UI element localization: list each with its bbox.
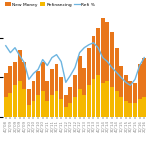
Bar — [87, 85, 91, 117]
Refi % — [37, 69, 39, 70]
Bar — [4, 97, 8, 117]
Bar — [138, 99, 142, 117]
Bar — [124, 75, 128, 101]
Bar — [124, 101, 128, 117]
Refi % — [106, 61, 108, 62]
Bar — [87, 48, 91, 85]
Refi % — [65, 81, 67, 83]
Bar — [92, 36, 95, 79]
Bar — [115, 48, 119, 91]
Bar — [105, 81, 109, 117]
Refi % — [79, 52, 81, 54]
Bar — [110, 32, 114, 87]
Bar — [59, 77, 63, 99]
Refi % — [14, 47, 16, 49]
Refi % — [125, 81, 127, 83]
Refi % — [93, 42, 94, 44]
Bar — [13, 61, 17, 85]
Bar — [55, 91, 59, 117]
Legend: New Money, Refinancing, Refi %: New Money, Refinancing, Refi % — [5, 2, 95, 6]
Bar — [119, 97, 123, 117]
Bar — [41, 91, 45, 117]
Refi % — [51, 57, 53, 59]
Bar — [18, 50, 22, 81]
Bar — [32, 101, 35, 117]
Bar — [41, 61, 45, 91]
Bar — [55, 64, 59, 91]
Bar — [78, 56, 82, 89]
Refi % — [116, 72, 117, 73]
Bar — [105, 22, 109, 81]
Bar — [27, 89, 31, 105]
Bar — [45, 101, 49, 117]
Bar — [142, 58, 146, 97]
Bar — [96, 28, 100, 75]
Refi % — [83, 47, 85, 49]
Bar — [101, 83, 105, 117]
Refi % — [69, 75, 71, 76]
Refi % — [129, 84, 131, 86]
Bar — [36, 71, 40, 95]
Bar — [110, 87, 114, 117]
Bar — [119, 66, 123, 97]
Refi % — [88, 44, 90, 46]
Refi % — [111, 67, 113, 68]
Bar — [18, 81, 22, 117]
Refi % — [19, 55, 21, 57]
Bar — [36, 95, 40, 117]
Bar — [50, 69, 54, 95]
Bar — [142, 97, 146, 117]
Bar — [82, 68, 86, 95]
Refi % — [42, 59, 44, 60]
Bar — [96, 75, 100, 117]
Bar — [45, 81, 49, 101]
Refi % — [143, 57, 145, 59]
Bar — [22, 89, 26, 117]
Bar — [13, 85, 17, 117]
Refi % — [74, 67, 76, 68]
Bar — [68, 87, 72, 103]
Refi % — [9, 52, 11, 54]
Bar — [128, 103, 132, 117]
Bar — [32, 81, 35, 101]
Bar — [82, 95, 86, 117]
Refi % — [102, 57, 104, 59]
Refi % — [5, 45, 7, 47]
Bar — [59, 99, 63, 117]
Refi % — [97, 47, 99, 49]
Bar — [133, 83, 137, 103]
Bar — [73, 75, 77, 97]
Bar — [68, 103, 72, 117]
Bar — [50, 95, 54, 117]
Bar — [101, 14, 105, 83]
Bar — [8, 93, 12, 117]
Bar — [8, 66, 12, 93]
Bar — [115, 91, 119, 117]
Bar — [78, 89, 82, 117]
Bar — [73, 97, 77, 117]
Bar — [4, 74, 8, 97]
Refi % — [23, 62, 25, 63]
Bar — [27, 105, 31, 117]
Bar — [92, 79, 95, 117]
Refi % — [139, 65, 141, 66]
Refi % — [46, 65, 48, 66]
Bar — [64, 95, 68, 107]
Bar — [133, 103, 137, 117]
Refi % — [120, 76, 122, 78]
Bar — [22, 61, 26, 89]
Bar — [64, 107, 68, 117]
Refi % — [134, 78, 136, 80]
Refi % — [33, 73, 34, 74]
Refi % — [56, 54, 57, 56]
Bar — [128, 81, 132, 103]
Refi % — [28, 78, 30, 80]
Line: Refi %: Refi % — [6, 43, 144, 85]
Bar — [138, 64, 142, 99]
Refi % — [60, 61, 62, 62]
